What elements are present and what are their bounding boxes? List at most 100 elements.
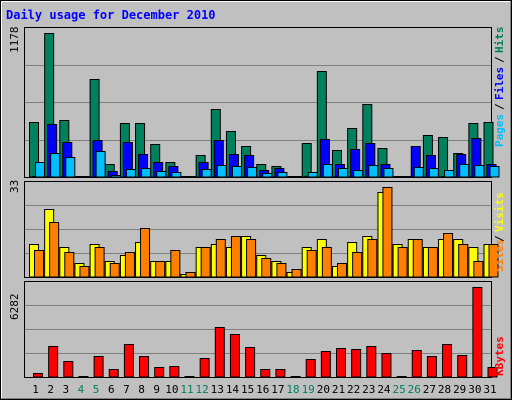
pages-bar-day-24 <box>383 168 394 178</box>
legend-visits: Visits <box>493 192 506 232</box>
legend-separator: / <box>493 56 506 63</box>
pages-bar-day-23 <box>368 165 379 178</box>
hits-files-pages-panel <box>24 27 500 178</box>
x-tick-day-21: 21 <box>332 383 345 396</box>
pages-bar-day-5 <box>95 151 106 178</box>
kbytes-bar-day-6 <box>108 369 119 378</box>
x-tick-day-13: 13 <box>211 383 224 396</box>
sites-bar-day-25 <box>397 247 408 278</box>
pages-bar-day-15 <box>247 167 258 178</box>
x-tick-day-8: 8 <box>138 383 145 396</box>
kbytes-panel <box>24 281 498 378</box>
pages-bar-day-10 <box>171 172 182 178</box>
kbytes-bar-day-19 <box>305 359 316 378</box>
kbytes-bar-day-10 <box>169 366 180 378</box>
pages-bar-day-6 <box>110 175 121 178</box>
kbytes-bar-day-31 <box>487 367 498 378</box>
sites-bar-day-2 <box>49 222 60 278</box>
kbytes-bar-day-7 <box>123 344 134 378</box>
pages-bar-day-4 <box>80 176 91 178</box>
x-tick-day-15: 15 <box>241 383 254 396</box>
kbytes-bar-day-3 <box>63 361 74 378</box>
sites-bar-day-31 <box>488 244 499 278</box>
pages-bar-day-20 <box>322 164 333 178</box>
sites-bar-day-19 <box>306 250 317 278</box>
kbytes-bar-day-18 <box>290 376 301 378</box>
sites-bar-day-5 <box>94 247 105 278</box>
kbytes-bar-day-1 <box>33 373 43 378</box>
x-tick-day-6: 6 <box>108 383 115 396</box>
sites-bar-day-22 <box>352 252 363 278</box>
y-max-label-kbytes: 6282 <box>8 294 21 321</box>
sites-bar-day-10 <box>170 250 181 278</box>
x-tick-day-7: 7 <box>123 383 130 396</box>
sites-bar-day-17 <box>276 263 287 278</box>
pages-bar-day-22 <box>353 170 364 178</box>
sites-bar-day-21 <box>337 263 347 278</box>
kbytes-bar-day-26 <box>411 350 422 378</box>
pages-bar-day-27 <box>428 168 439 178</box>
legend-separator: / <box>493 103 506 110</box>
sites-bar-day-13 <box>215 239 226 278</box>
x-tick-day-27: 27 <box>423 383 436 396</box>
x-tick-day-9: 9 <box>153 383 160 396</box>
x-tick-day-26: 26 <box>408 383 421 396</box>
sites-bar-day-24 <box>382 187 393 278</box>
legend-sites: Sites <box>493 239 506 272</box>
pages-bar-day-29 <box>459 164 470 178</box>
x-tick-day-25: 25 <box>392 383 405 396</box>
chart-title: Daily usage for December 2010 <box>6 8 216 22</box>
pages-bar-day-19 <box>307 172 318 178</box>
x-tick-day-22: 22 <box>347 383 360 396</box>
kbytes-bar-day-14 <box>229 334 240 378</box>
sites-bar-day-20 <box>321 247 332 278</box>
pages-bar-day-17 <box>277 172 288 178</box>
kbytes-bar-day-13 <box>214 327 225 378</box>
pages-bar-day-1 <box>35 162 45 178</box>
legend-hits: Hits <box>493 27 506 54</box>
kbytes-bar-day-29 <box>457 355 468 378</box>
x-tick-day-1: 1 <box>32 383 39 396</box>
x-tick-day-2: 2 <box>47 383 54 396</box>
kbytes-bar-day-9 <box>154 367 165 378</box>
sites-bar-day-26 <box>412 239 423 278</box>
x-tick-day-16: 16 <box>256 383 269 396</box>
kbytes-bar-day-11 <box>184 376 195 378</box>
pages-bar-day-18 <box>292 176 303 178</box>
pages-bar-day-2 <box>50 153 61 178</box>
pages-bar-day-12 <box>201 169 212 178</box>
kbytes-bar-day-28 <box>442 344 453 378</box>
x-tick-day-17: 17 <box>271 383 284 396</box>
pages-bar-day-14 <box>231 166 242 178</box>
kbytes-bar-day-22 <box>351 349 362 378</box>
x-tick-day-14: 14 <box>226 383 240 396</box>
sites-bar-day-9 <box>155 261 166 278</box>
x-tick-day-31: 31 <box>483 383 496 396</box>
sites-bar-day-14 <box>230 236 241 278</box>
sites-bar-day-16 <box>261 258 272 278</box>
pages-bar-day-9 <box>156 171 167 178</box>
x-tick-day-3: 3 <box>62 383 69 396</box>
sites-bar-day-12 <box>200 247 211 278</box>
sites-bar-day-1 <box>34 250 44 278</box>
kbytes-bar-day-12 <box>199 358 210 378</box>
x-tick-day-24: 24 <box>377 383 391 396</box>
sites-bar-day-27 <box>427 247 438 278</box>
pages-bar-day-8 <box>141 168 152 178</box>
sites-bar-day-3 <box>64 252 75 278</box>
sites-bar-day-28 <box>443 233 454 278</box>
x-tick-day-4: 4 <box>78 383 85 396</box>
sites-bar-day-15 <box>246 239 257 278</box>
sites-bar-day-4 <box>79 266 90 278</box>
kbytes-bar-day-20 <box>320 351 331 378</box>
legend-pages: Pages <box>493 114 506 147</box>
pages-bar-day-26 <box>413 167 424 178</box>
pages-bar-day-13 <box>216 165 227 178</box>
pages-bar-day-21 <box>338 168 348 178</box>
x-tick-day-5: 5 <box>93 383 100 396</box>
x-tick-day-11: 11 <box>180 383 193 396</box>
x-tick-day-12: 12 <box>196 383 209 396</box>
kbytes-bar-day-5 <box>93 356 104 378</box>
